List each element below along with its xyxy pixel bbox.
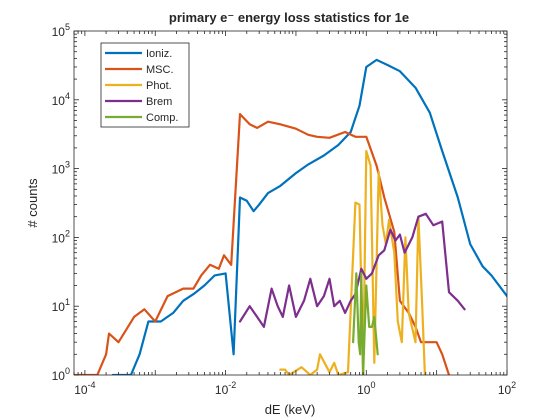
y-tick-label: 103	[52, 160, 70, 177]
plot-frame	[73, 30, 508, 376]
y-tick-label: 105	[52, 22, 70, 39]
series-line-comp	[352, 272, 379, 375]
legend-label-msc: MSC.	[146, 64, 174, 76]
chart-title: primary e⁻ energy loss statistics for 1e	[169, 10, 409, 25]
y-tick-label: 100	[52, 366, 70, 383]
x-tick-label: 10-2	[215, 380, 236, 397]
legend-label-brem: Brem	[146, 96, 172, 108]
x-tick-labels: 10-4 10-2 100 102	[74, 380, 516, 397]
x-axis-label: dE (keV)	[265, 402, 316, 417]
y-tick-label: 104	[52, 91, 70, 108]
y-axis-label: # counts	[25, 178, 40, 228]
series-line-brem	[238, 212, 466, 328]
x-tick-label: 102	[498, 380, 516, 397]
x-tick-label: 100	[357, 380, 375, 397]
x-tick-label: 10-4	[74, 380, 95, 397]
legend: Ioniz. MSC. Phot. Brem Comp.	[100, 42, 190, 128]
series-layer	[74, 58, 507, 375]
legend-label-comp: Comp.	[146, 112, 178, 124]
y-tick-label: 101	[52, 297, 70, 314]
series-line-ioniz	[111, 58, 507, 375]
legend-label-ioniz: Ioniz.	[146, 48, 172, 60]
y-tick-label: 102	[52, 228, 70, 245]
ticks-layer	[73, 30, 508, 376]
y-tick-labels: 100 101 102 103 104 105	[52, 22, 70, 383]
legend-label-phot: Phot.	[146, 80, 172, 92]
